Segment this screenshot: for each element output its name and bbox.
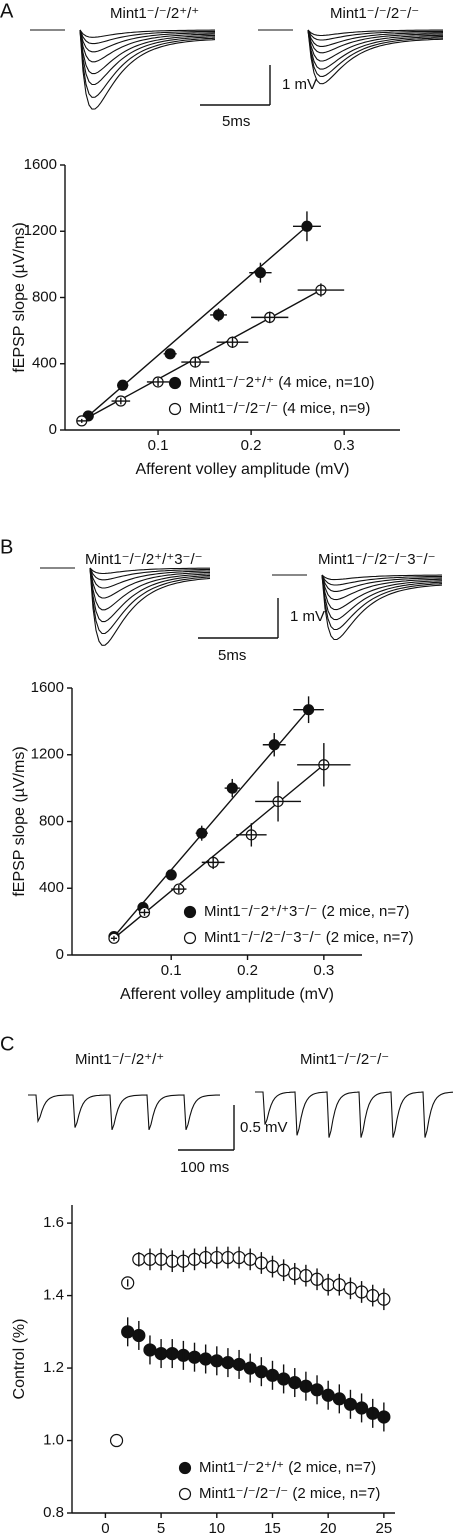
trace — [321, 574, 442, 581]
trace — [321, 574, 443, 631]
trace — [89, 567, 211, 646]
legend-label: Mint1⁻/⁻/2⁻/⁻ (2 mice, n=7) — [199, 1485, 380, 1502]
scale-label: 100 ms — [180, 1159, 229, 1176]
x-tick-label: 0.2 — [241, 437, 262, 454]
trace — [79, 29, 216, 110]
x-tick-label: 0.2 — [237, 962, 258, 979]
trace — [89, 567, 211, 599]
panel-label: A — [0, 0, 14, 22]
x-axis-label: Afferent volley amplitude (mV) — [120, 986, 334, 1003]
legend-label: Mint1⁻/⁻/2⁻/⁻ (4 mice, n=9) — [189, 400, 370, 417]
trace — [321, 574, 443, 592]
scale-label: 5ms — [218, 647, 246, 664]
x-tick-label: 15 — [264, 1520, 281, 1535]
trace — [307, 29, 443, 62]
y-tick-label: 1.6 — [43, 1214, 64, 1231]
scale-label: 1 mV — [282, 76, 317, 93]
y-tick-label: 1600 — [31, 679, 64, 696]
y-tick-label: 1.4 — [43, 1287, 64, 1304]
trace — [89, 567, 211, 589]
y-tick-label: 0.8 — [43, 1504, 64, 1521]
legend-marker — [168, 376, 182, 390]
x-tick-label: 0.3 — [313, 962, 334, 979]
trace-title: Mint1⁻/⁻/2⁺/⁺ — [110, 5, 199, 22]
y-tick-label: 800 — [32, 288, 57, 305]
trace-train — [28, 1094, 220, 1130]
trace — [79, 29, 216, 86]
panel-label: B — [0, 536, 13, 558]
legend-marker — [178, 1461, 192, 1475]
x-tick-label: 0 — [101, 1520, 109, 1535]
trace — [79, 29, 215, 75]
x-tick-label: 0.1 — [161, 962, 182, 979]
trace-title: Mint1⁻/⁻/2⁻/⁻ — [300, 1051, 389, 1068]
y-tick-label: 800 — [39, 812, 64, 829]
y-tick-label: 1.0 — [43, 1431, 64, 1448]
trace — [307, 29, 443, 70]
y-tick-label: 1.2 — [43, 1359, 64, 1376]
trace — [307, 29, 444, 77]
trace-train — [255, 1091, 454, 1138]
x-tick-label: 25 — [376, 1520, 393, 1535]
trace — [321, 574, 442, 586]
y-tick-label: 400 — [32, 355, 57, 372]
y-axis-label: Control (%) — [11, 1319, 28, 1400]
legend-marker — [183, 905, 197, 919]
y-tick-label: 1200 — [31, 746, 64, 763]
scale-label: 5ms — [222, 113, 250, 130]
x-tick-label: 0.1 — [148, 437, 169, 454]
y-axis-label: fEPSP slope (µV/ms) — [11, 746, 28, 896]
legend-label: Mint1⁻/⁻2⁺/⁺ (4 mice, n=10) — [189, 374, 375, 391]
x-tick-label: 5 — [157, 1520, 165, 1535]
trace-title: Mint1⁻/⁻/2⁺/⁺ — [75, 1051, 164, 1068]
trace — [89, 567, 211, 635]
trace — [307, 29, 443, 41]
scale-label: 1 mV — [290, 608, 325, 625]
y-tick-label: 1200 — [24, 222, 57, 239]
trace-title: Mint1⁻/⁻/2⁻/⁻ — [330, 5, 419, 22]
legend-marker — [168, 402, 182, 416]
trace — [79, 29, 215, 63]
x-tick-label: 20 — [320, 1520, 337, 1535]
y-tick-label: 400 — [39, 879, 64, 896]
trace — [321, 574, 443, 641]
legend-label: Mint1⁻/⁻/2⁻/⁻3⁻/⁻ (2 mice, n=7) — [204, 929, 414, 946]
trace — [307, 29, 444, 54]
trace — [321, 574, 443, 611]
trace — [307, 29, 444, 47]
legend-marker — [178, 1487, 192, 1501]
panel-label: C — [0, 1033, 14, 1055]
marker — [109, 1433, 124, 1448]
trace — [79, 29, 216, 98]
y-tick-label: 1600 — [24, 156, 57, 173]
trace — [89, 567, 210, 575]
x-tick-label: 10 — [208, 1520, 225, 1535]
x-tick-label: 0.3 — [334, 437, 355, 454]
y-axis-label: fEPSP slope (µV/ms) — [11, 222, 28, 372]
trace — [89, 567, 211, 623]
trace — [321, 574, 443, 601]
legend-label: Mint1⁻/⁻2⁺/⁺ (2 mice, n=7) — [199, 1459, 376, 1476]
legend-marker — [183, 931, 197, 945]
scale-label: 0.5 mV — [240, 1119, 288, 1136]
trace — [307, 29, 444, 85]
y-tick-label: 0 — [49, 421, 57, 438]
trace — [79, 29, 215, 45]
legend-label: Mint1⁻/⁻2⁺/⁺3⁻/⁻ (2 mice, n=7) — [204, 903, 410, 920]
trace — [89, 567, 210, 581]
trace-title: Mint1⁻/⁻/2⁻/⁻3⁻/⁻ — [318, 551, 436, 568]
x-axis-label: Afferent volley amplitude (mV) — [135, 461, 349, 478]
trace — [307, 29, 443, 37]
trace-title: Mint1⁻/⁻/2⁺/⁺3⁻/⁻ — [85, 551, 203, 568]
trace — [321, 574, 443, 621]
trace — [89, 567, 211, 611]
y-tick-label: 0 — [56, 946, 64, 963]
trace — [79, 29, 216, 53]
trace — [79, 29, 215, 38]
